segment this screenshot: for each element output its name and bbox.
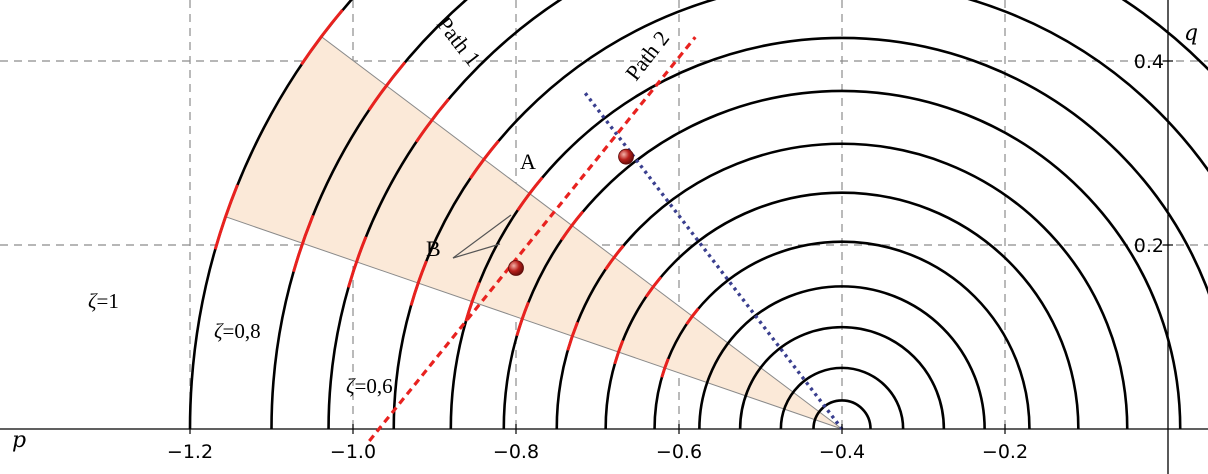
zeta-arc-highlight-b-6 — [566, 321, 579, 351]
y-tick-label-0: 0.2 — [1134, 235, 1164, 257]
zeta-arc-highlight-a-0 — [300, 8, 344, 66]
path-line-1 — [368, 36, 697, 442]
zeta-arc-1 — [270, 0, 469, 430]
x-axis-name: p — [12, 428, 26, 453]
x-tick-label-5: −0.2 — [982, 441, 1028, 463]
zeta-1-label: ζ=1 — [88, 289, 119, 313]
zeta-arc-highlight-a-3 — [469, 139, 500, 180]
zeta-06-label: ζ=0,6 — [346, 374, 393, 398]
point-a — [618, 148, 634, 165]
wedge-shape — [224, 35, 843, 430]
y-tick-label-1: 0.4 — [1134, 51, 1164, 73]
zeta-arc-highlight-b-3 — [409, 260, 428, 306]
zeta-arc-highlight-b-0 — [213, 184, 239, 250]
path1-label: Path 1 — [432, 12, 486, 71]
zeta-arcs — [188, 0, 1208, 430]
zeta-arc-12 — [812, 399, 872, 430]
zeta-arc-highlight-b-7 — [613, 339, 625, 365]
tick-labels: −1.2 −1.0 −0.8 −0.6 −0.4 −0.2 0.2 0.4 — [167, 51, 1173, 463]
points — [508, 148, 634, 276]
zeta-arc-7 — [604, 191, 1080, 430]
zeta-arc-3 — [392, 0, 1208, 430]
zeta-arc-11 — [779, 366, 905, 430]
point-a-label: A — [520, 149, 536, 174]
point-b — [508, 260, 524, 276]
zeta-arc-highlight-a-4 — [516, 176, 544, 212]
zeta-arc-9 — [698, 285, 986, 430]
x-tick-label-0: −1.2 — [167, 441, 213, 463]
point-b-pointer-tail — [452, 243, 501, 259]
zeta-arc-2 — [327, 0, 1208, 430]
zeta-arc-highlight-a-8 — [685, 307, 700, 326]
y-axis-name: q — [1184, 21, 1198, 46]
point-b-pointer — [452, 214, 512, 259]
wedge-region — [224, 35, 843, 430]
x-tick-label-4: −0.4 — [819, 441, 865, 463]
zeta-arc-6 — [555, 142, 1129, 430]
zeta-arc-highlight-a-5 — [560, 210, 585, 241]
zeta-arc-highlight-a-7 — [644, 276, 663, 298]
point-b-label: B — [426, 236, 441, 261]
x-tick-label-1: −1.0 — [330, 441, 376, 463]
zeta-arc-highlight-a-1 — [367, 61, 407, 111]
zeta-arc-8 — [653, 240, 1031, 430]
zeta-arc-4 — [449, 36, 1208, 430]
zeta-arc-highlight-b-2 — [346, 236, 368, 288]
zeta-08-label: ζ=0,8 — [214, 319, 261, 343]
zeta-arc-highlight-b-8 — [660, 358, 670, 378]
zeta-arc-0 — [188, 0, 353, 430]
grid-lines — [0, 0, 1208, 429]
zeta-arc-10 — [738, 325, 946, 430]
x-tick-label-3: −0.6 — [656, 441, 702, 463]
zeta-arc-highlight-b-1 — [292, 214, 315, 273]
zeta-arc-highlight-a-6 — [604, 244, 625, 271]
zeta-arc-highlight-b-4 — [464, 281, 481, 322]
x-tick-label-2: −0.8 — [493, 441, 539, 463]
zeta-arc-highlight-a-2 — [415, 97, 450, 143]
zeta-arc-highlight-b-5 — [515, 301, 530, 337]
